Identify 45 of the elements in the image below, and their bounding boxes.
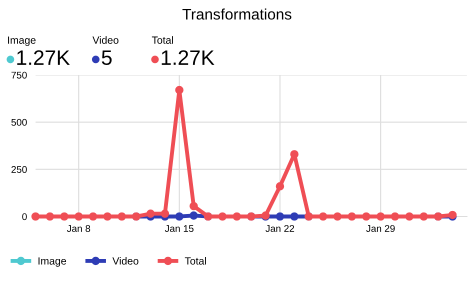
point bbox=[232, 212, 242, 221]
point bbox=[333, 212, 342, 221]
point bbox=[175, 86, 184, 94]
y-tick-label: 250 bbox=[11, 166, 27, 173]
text: Video bbox=[92, 36, 118, 44]
point bbox=[190, 202, 198, 210]
point bbox=[276, 182, 284, 190]
text: Image bbox=[8, 36, 36, 46]
x-tick-label: Jan 29 bbox=[366, 225, 395, 232]
point bbox=[74, 212, 83, 221]
x-tick-label: Jan 22 bbox=[266, 225, 294, 232]
point bbox=[175, 212, 184, 221]
point bbox=[362, 212, 370, 221]
legend-label: Total bbox=[184, 257, 206, 265]
point bbox=[146, 210, 155, 218]
point bbox=[376, 212, 385, 221]
legend-label: Video bbox=[112, 257, 138, 265]
point bbox=[160, 210, 170, 218]
point bbox=[190, 211, 198, 220]
point bbox=[31, 212, 40, 221]
point bbox=[46, 212, 54, 221]
text: 1.27K bbox=[162, 50, 214, 65]
point bbox=[118, 212, 126, 221]
point bbox=[103, 212, 112, 221]
x-tick-label: Jan 15 bbox=[164, 225, 194, 232]
point bbox=[405, 212, 414, 221]
y-tick-label: 500 bbox=[11, 118, 27, 126]
chart-title: Transformations bbox=[182, 8, 292, 20]
point bbox=[348, 212, 356, 221]
point bbox=[276, 212, 284, 221]
legend-label: Image bbox=[38, 257, 66, 267]
point bbox=[290, 150, 299, 158]
y-tick-label: 750 bbox=[11, 72, 27, 79]
text: 1.27K bbox=[17, 50, 70, 65]
point bbox=[318, 212, 328, 221]
point bbox=[290, 212, 299, 221]
y-tick-label: 0 bbox=[22, 213, 27, 220]
point bbox=[420, 212, 428, 221]
text: Total bbox=[152, 36, 173, 44]
x-tick-label: Jan 8 bbox=[66, 225, 90, 232]
point bbox=[88, 212, 98, 221]
text: 5 bbox=[102, 50, 112, 66]
point bbox=[218, 212, 227, 221]
point bbox=[60, 212, 68, 221]
point bbox=[390, 212, 400, 221]
